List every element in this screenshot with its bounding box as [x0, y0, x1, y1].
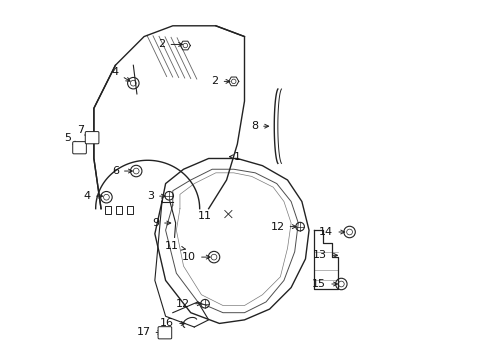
- Text: 12: 12: [176, 299, 201, 309]
- Text: 6: 6: [112, 166, 132, 176]
- Text: 11: 11: [165, 241, 185, 251]
- Text: 2: 2: [158, 40, 182, 49]
- Bar: [105, 206, 111, 214]
- Text: 15: 15: [312, 279, 337, 289]
- Text: 3: 3: [147, 191, 165, 201]
- Text: 1: 1: [229, 152, 240, 162]
- Text: 4: 4: [84, 191, 102, 201]
- Text: 13: 13: [312, 250, 337, 260]
- Text: 4: 4: [112, 67, 130, 81]
- Text: 2: 2: [211, 76, 229, 86]
- FancyBboxPatch shape: [158, 327, 171, 339]
- Text: 11: 11: [198, 211, 212, 221]
- FancyBboxPatch shape: [73, 141, 86, 154]
- Text: 5: 5: [64, 133, 77, 145]
- Text: 12: 12: [270, 222, 296, 231]
- Text: 16: 16: [160, 319, 184, 328]
- Text: 10: 10: [182, 252, 210, 262]
- Bar: [116, 206, 122, 214]
- Bar: [126, 206, 132, 214]
- Text: 7: 7: [77, 125, 89, 136]
- Text: 9: 9: [152, 218, 170, 228]
- Text: 17: 17: [136, 327, 162, 337]
- Text: 14: 14: [319, 227, 344, 237]
- FancyBboxPatch shape: [85, 132, 99, 144]
- Text: 8: 8: [250, 121, 268, 131]
